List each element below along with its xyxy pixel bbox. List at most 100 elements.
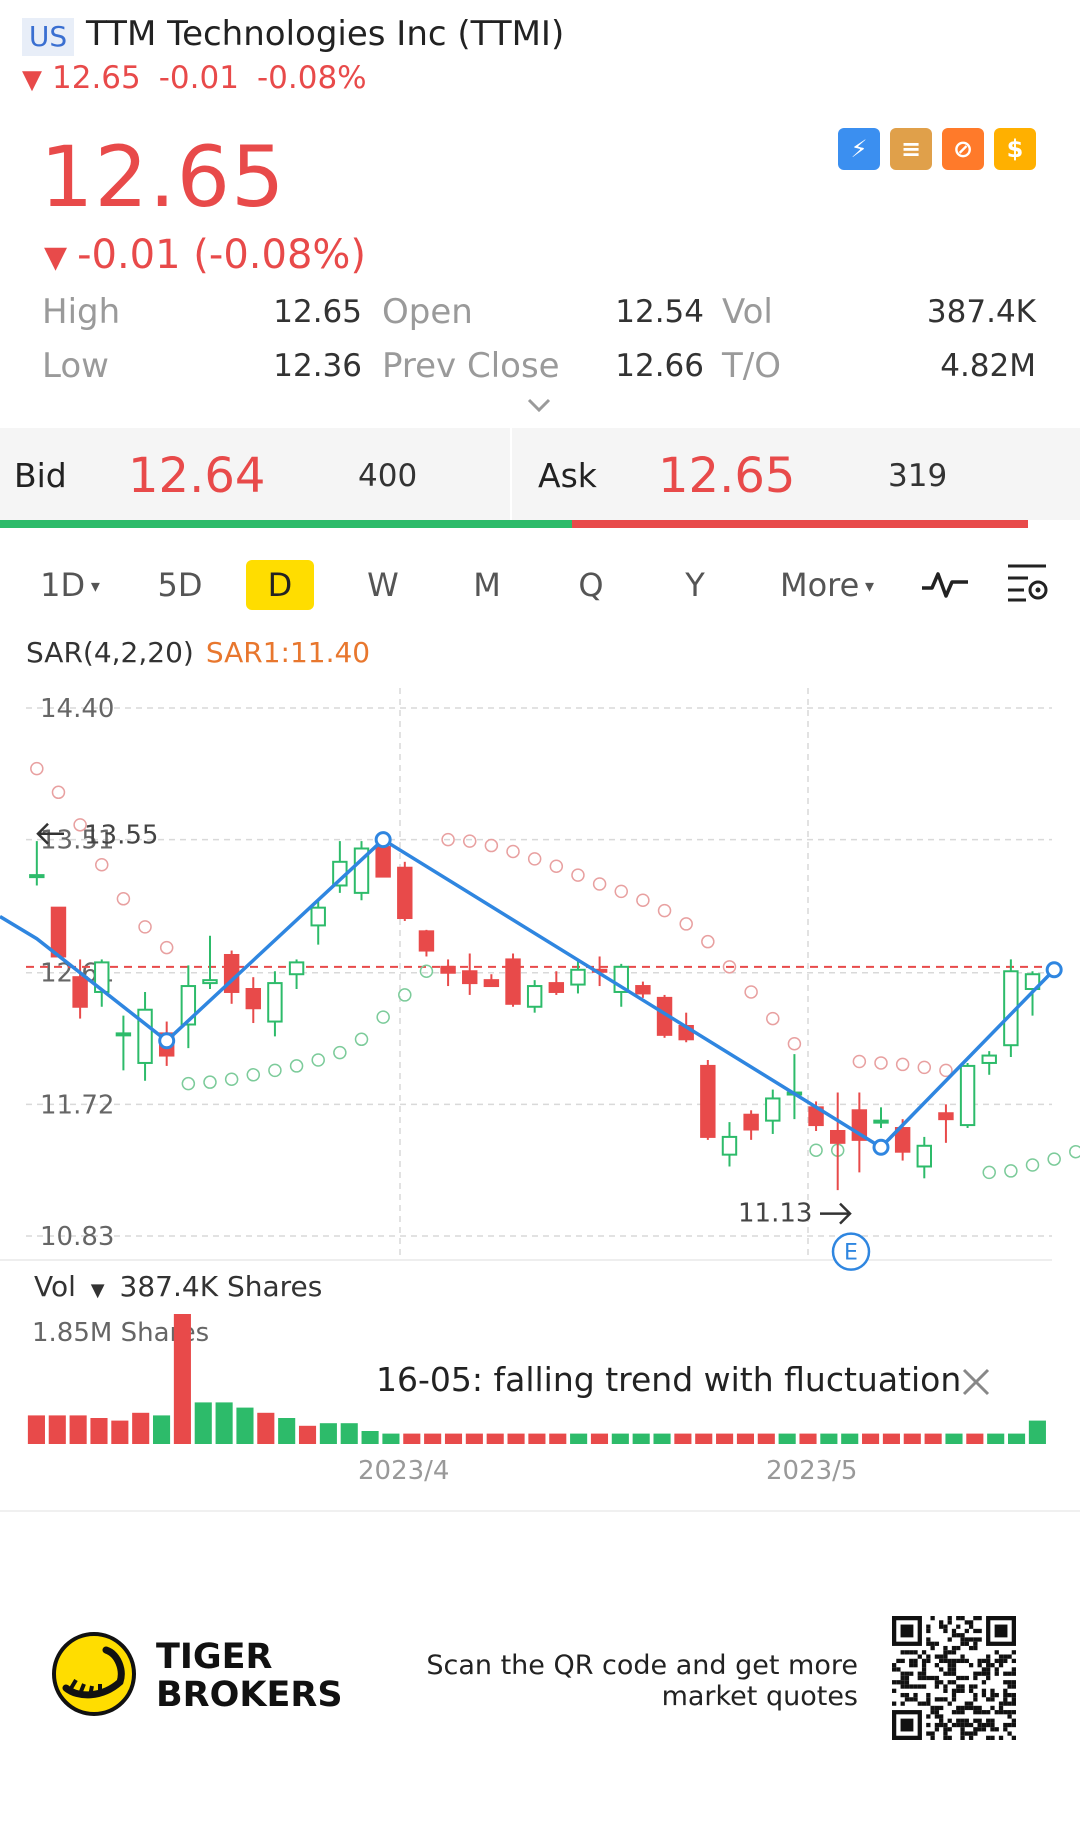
market-badge: US <box>22 18 74 56</box>
qr-module <box>1007 1671 1012 1676</box>
sar-point <box>73 818 87 832</box>
qr-module <box>956 1722 961 1728</box>
tab-day[interactable]: D <box>246 560 314 610</box>
qr-module <box>1007 1722 1012 1728</box>
tab-quarter[interactable]: Q <box>578 566 604 604</box>
bid-price[interactable]: 12.64 <box>128 448 266 504</box>
qr-module <box>986 1718 991 1723</box>
qr-module <box>926 1701 931 1706</box>
candle-body <box>180 985 197 1026</box>
dollar-icon[interactable]: $ <box>994 128 1036 170</box>
indicator-icon[interactable] <box>920 566 970 602</box>
tab-month[interactable]: M <box>473 566 501 604</box>
candle-body <box>29 874 45 879</box>
qr-module <box>964 1705 969 1711</box>
qr-module <box>943 1731 948 1736</box>
tab-week[interactable]: W <box>367 566 399 604</box>
candle-body <box>700 1064 716 1138</box>
sar-point <box>138 920 152 934</box>
sar-point <box>354 1032 369 1047</box>
left-arrow-icon <box>36 822 64 845</box>
sar-point <box>917 1060 932 1075</box>
qr-module <box>1003 1671 1008 1676</box>
stack-icon[interactable]: ≡ <box>890 128 932 170</box>
qr-module <box>968 1624 974 1629</box>
candle-body <box>765 1097 781 1122</box>
sar-point <box>852 1054 867 1069</box>
sar-point <box>766 1011 780 1026</box>
qr-module <box>981 1667 987 1672</box>
qr-module <box>998 1701 1004 1706</box>
volume-bar <box>361 1431 379 1444</box>
qr-module <box>1007 1710 1012 1715</box>
candle-body <box>202 979 218 985</box>
qr-module <box>926 1654 931 1659</box>
chart-settings-icon[interactable] <box>1006 562 1050 602</box>
qr-module <box>994 1658 999 1664</box>
qr-module <box>896 1667 901 1672</box>
volume-bar <box>1007 1433 1026 1444</box>
volume-bar <box>757 1433 775 1444</box>
volume-bar <box>215 1402 233 1444</box>
qr-module <box>934 1722 940 1728</box>
sar-point <box>333 1045 347 1060</box>
chevron-down-icon[interactable] <box>526 392 552 418</box>
qr-module <box>934 1684 940 1689</box>
qr-module <box>1011 1718 1016 1723</box>
volume-bar <box>799 1433 817 1444</box>
sar-point <box>203 1075 217 1089</box>
qr-module <box>921 1650 927 1655</box>
qr-module <box>904 1692 910 1698</box>
qr-module <box>1011 1671 1016 1676</box>
qr-module <box>934 1714 940 1719</box>
qr-module <box>956 1684 961 1689</box>
volume-bar <box>778 1433 796 1444</box>
qr-module <box>964 1658 969 1664</box>
qr-module <box>939 1680 944 1685</box>
options-icon[interactable]: ⊘ <box>942 128 984 170</box>
tab-year[interactable]: Y <box>685 566 705 604</box>
volume-bar <box>1028 1420 1046 1444</box>
candle-body <box>483 979 500 988</box>
ask-price[interactable]: 12.65 <box>658 448 796 504</box>
qr-module <box>917 1684 922 1689</box>
close-icon[interactable] <box>960 1366 992 1398</box>
qr-module <box>960 1731 965 1736</box>
qr-module <box>960 1722 965 1728</box>
qr-module <box>943 1697 948 1702</box>
qr-module <box>960 1684 965 1689</box>
tab-5d[interactable]: 5D <box>157 566 203 604</box>
qr-module <box>904 1671 910 1676</box>
header-quote: ▼ 12.65 -0.01 -0.08% <box>22 60 385 96</box>
qr-module <box>981 1658 987 1664</box>
sar-point <box>571 868 585 882</box>
volume-bar <box>90 1418 108 1444</box>
volume-bar <box>257 1412 275 1444</box>
candle-body <box>548 982 565 993</box>
volume-legend[interactable]: Vol ▼ 387.4K Shares <box>34 1270 322 1303</box>
qr-module <box>964 1675 969 1681</box>
tab-more[interactable]: More ▾ <box>779 566 875 604</box>
candle-body <box>1024 973 1041 991</box>
qr-module <box>921 1675 927 1681</box>
volume-bar <box>674 1433 692 1444</box>
indicator-legend[interactable]: SAR(4,2,20) SAR1:11.40 <box>26 636 370 669</box>
qr-module <box>909 1658 914 1664</box>
qr-module <box>956 1718 961 1723</box>
qr-module <box>956 1645 961 1651</box>
qr-module <box>934 1680 940 1685</box>
qr-module <box>1011 1697 1016 1702</box>
last-price: 12.65 <box>40 128 286 226</box>
tab-1d[interactable]: 1D ▾ <box>40 566 100 604</box>
volume-bar <box>903 1433 921 1444</box>
qr-module <box>964 1722 969 1728</box>
qr-module <box>1007 1701 1012 1706</box>
volume-bar <box>570 1433 588 1444</box>
lightning-icon[interactable]: ⚡ <box>838 128 880 170</box>
volume-bar <box>549 1433 567 1444</box>
qr-module <box>917 1654 922 1659</box>
qr-module <box>934 1654 940 1659</box>
sar-point <box>982 1165 996 1180</box>
volume-bar <box>194 1402 212 1444</box>
